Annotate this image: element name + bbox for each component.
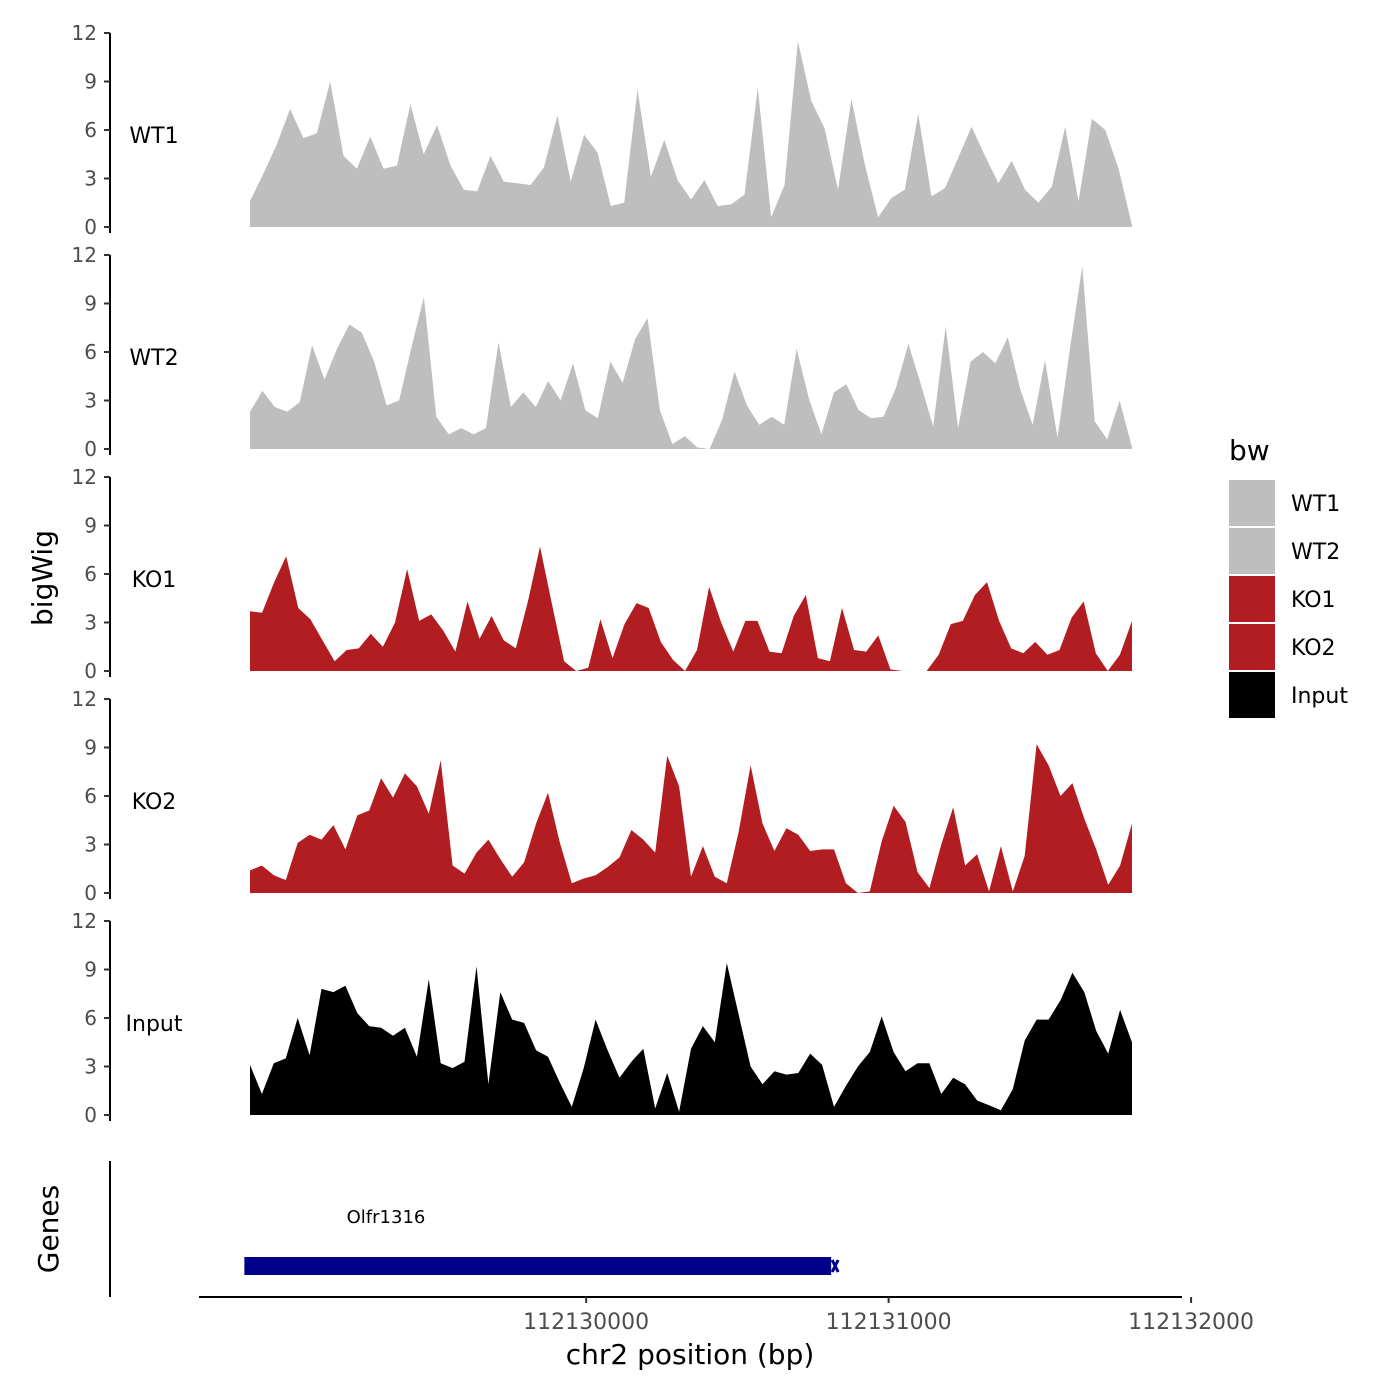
y-tick-label: 3 [84,1055,97,1079]
y-tick-label: 12 [72,909,97,933]
legend-key-wt2 [1229,528,1275,574]
gene-label: Olfr1316 [347,1207,426,1228]
y-tick-label: 12 [72,21,97,45]
x-axis-title: chr2 position (bp) [566,1338,815,1371]
y-tick-label: 9 [84,292,97,316]
gene-strand-arrow [244,1258,254,1274]
y-tick-label: 6 [84,1006,97,1030]
track-ko2: 0 3 6 9 12 KO2 [72,687,1132,905]
area-input [250,963,1132,1115]
area-ko1 [250,546,1132,671]
legend-label-wt1: WT1 [1291,492,1340,517]
area-wt2 [250,266,1132,449]
track-label-wt2: WT2 [129,346,178,371]
legend-label-input: Input [1291,684,1348,709]
y-tick-label: 3 [84,389,97,413]
y-tick-label: 12 [72,465,97,489]
track-label-wt1: WT1 [129,124,178,149]
track-label-input: Input [126,1012,183,1037]
y-tick-label: 0 [84,881,97,905]
legend-label-ko1: KO1 [1291,588,1336,613]
genes-panel: Olfr1316 Genes [32,1161,840,1297]
y-tick-label: 3 [84,611,97,635]
area-ko2 [250,744,1132,893]
x-tick-label: 112130000 [523,1310,649,1335]
y-tick-label: 3 [84,833,97,857]
y-tick-label: 9 [84,70,97,94]
track-ko1: 0 3 6 9 12 KO1 [72,465,1132,683]
x-tick-label: 112131000 [826,1310,952,1335]
y-tick-label: 9 [84,736,97,760]
track-input: 0 3 6 9 12 Input [72,909,1132,1127]
y-tick-label: 9 [84,958,97,982]
legend-label-wt2: WT2 [1291,540,1340,565]
track-wt1: 0 3 6 9 12 WT1 [72,21,1132,239]
track-panels: 0 3 6 9 12 WT1 0 3 6 9 12 WT2 0 3 6 9 12 KO1 0 3 6 9 12 KO2 0 3 6 9… [72,21,1132,1127]
x-axis: chr2 position (bp) 112130000 112131000 112… [199,1296,1254,1371]
y-axis-title: bigWig [26,530,59,626]
legend-label-ko2: KO2 [1291,636,1336,661]
legend-key-ko1 [1229,576,1275,622]
track-label-ko1: KO1 [132,568,177,593]
legend-key-ko2 [1229,624,1275,670]
track-wt2: 0 3 6 9 12 WT2 [72,243,1132,461]
y-tick-label: 3 [84,167,97,191]
x-tick-label: 112132000 [1128,1310,1254,1335]
y-tick-label: 0 [84,659,97,683]
legend-key-input [1229,672,1275,718]
legend: bw WT1 WT2 KO1 KO2 Input [1229,434,1348,718]
y-tick-label: 6 [84,784,97,808]
area-wt1 [250,41,1132,227]
genes-axis-title: Genes [32,1185,65,1273]
y-tick-label: 0 [84,1103,97,1127]
track-label-ko2: KO2 [132,790,177,815]
gene-bar [244,1257,832,1275]
y-tick-label: 12 [72,243,97,267]
y-tick-label: 6 [84,562,97,586]
y-tick-label: 6 [84,340,97,364]
y-tick-label: 6 [84,118,97,142]
y-tick-label: 0 [84,215,97,239]
y-tick-label: 9 [84,514,97,538]
y-tick-label: 0 [84,437,97,461]
legend-title: bw [1229,434,1270,467]
gene-end-mark [830,1259,840,1273]
legend-key-wt1 [1229,480,1275,526]
y-tick-label: 12 [72,687,97,711]
